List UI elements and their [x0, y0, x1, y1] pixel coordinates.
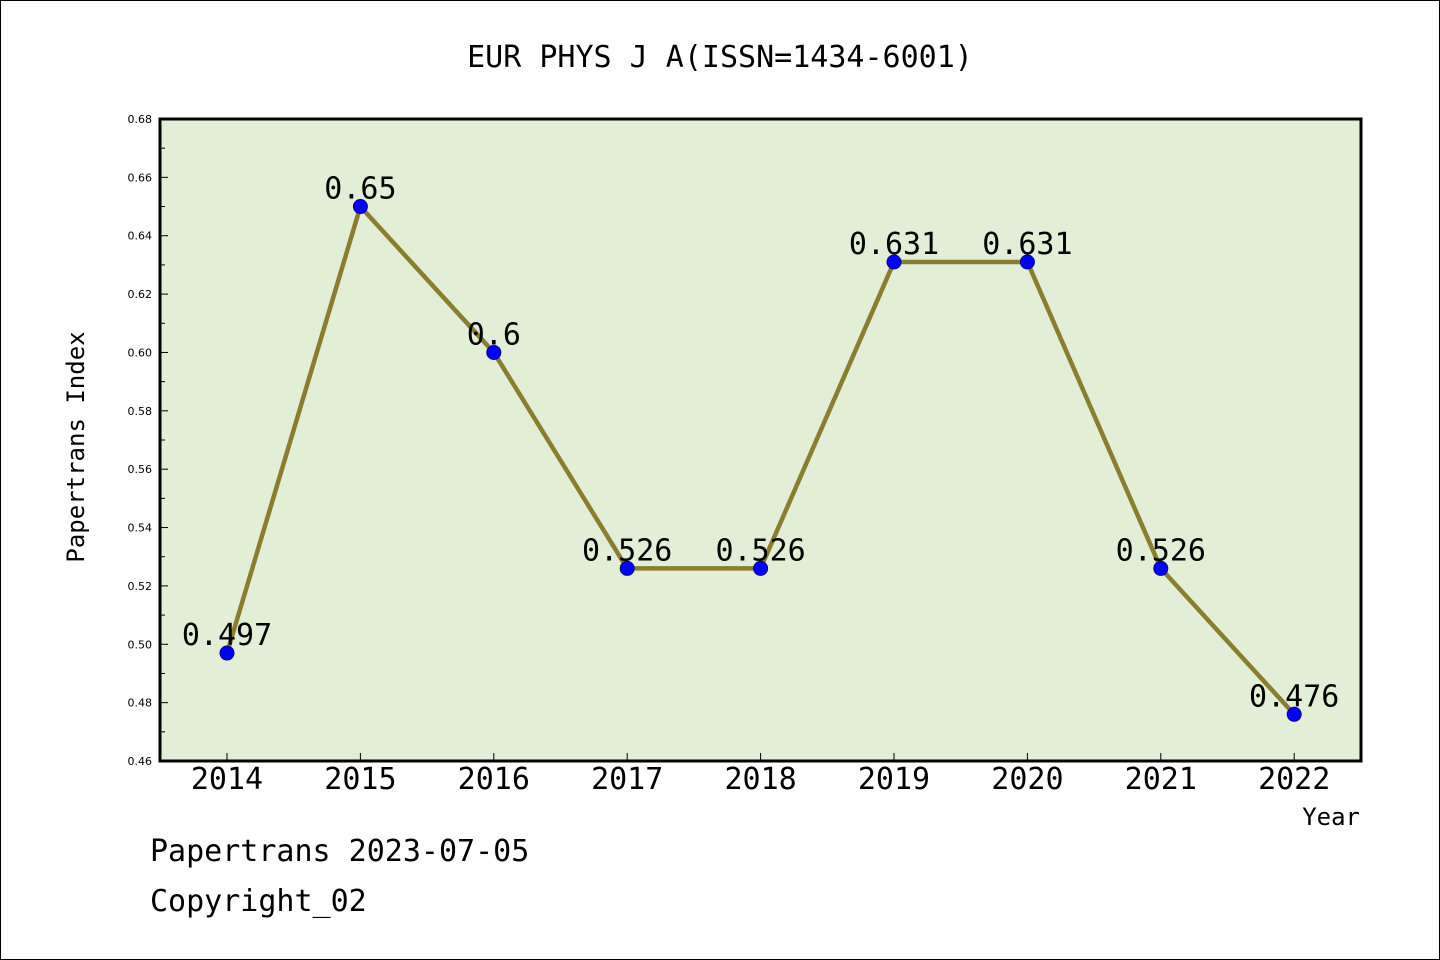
data-label: 0.65 [324, 172, 396, 207]
y-tick-label: 0.64 [128, 230, 153, 243]
chart-title: EUR PHYS J A(ISSN=1434-6001) [467, 40, 973, 75]
y-tick-label: 0.68 [128, 113, 153, 126]
y-tick-label: 0.48 [128, 697, 153, 710]
data-label: 0.476 [1249, 679, 1339, 714]
data-label: 0.526 [1116, 533, 1206, 568]
data-point [352, 199, 368, 215]
y-tick-label: 0.50 [128, 638, 153, 651]
y-tick-label: 0.60 [128, 346, 153, 359]
x-tick-label: 2019 [858, 762, 930, 797]
data-label: 0.497 [182, 618, 272, 653]
data-label: 0.631 [849, 227, 939, 262]
plot-background [160, 119, 1361, 761]
y-tick-label: 0.56 [128, 463, 153, 476]
y-tick-label: 0.62 [128, 288, 153, 301]
data-point [219, 645, 235, 661]
footer-copyright: Copyright_02 [150, 884, 367, 919]
data-point [753, 560, 769, 576]
x-tick-label: 2022 [1258, 762, 1330, 797]
plot-border [158, 117, 1363, 763]
data-label: 0.6 [467, 317, 521, 352]
data-point [1019, 254, 1035, 270]
y-tick-label: 0.66 [128, 171, 153, 184]
y-axis-label: Papertrans Index [62, 331, 90, 562]
footer-date: Papertrans 2023-07-05 [150, 834, 530, 869]
x-axis-label: Year [1302, 803, 1360, 831]
data-point [1286, 706, 1302, 722]
x-tick-label: 2021 [1125, 762, 1197, 797]
y-tick-label: 0.46 [128, 755, 153, 768]
y-tick-label: 0.52 [128, 580, 153, 593]
data-label: 0.526 [715, 533, 805, 568]
data-point [1153, 560, 1169, 576]
data-point [486, 344, 502, 360]
x-tick-label: 2017 [591, 762, 663, 797]
data-point [619, 560, 635, 576]
x-tick-label: 2014 [191, 762, 263, 797]
x-tick-label: 2015 [324, 762, 396, 797]
x-tick-label: 2020 [991, 762, 1063, 797]
data-label: 0.631 [982, 227, 1072, 262]
y-tick-label: 0.58 [128, 405, 153, 418]
data-point [886, 254, 902, 270]
y-tick-label: 0.54 [128, 522, 153, 535]
x-tick-label: 2018 [724, 762, 796, 797]
data-label: 0.526 [582, 533, 672, 568]
x-tick-label: 2016 [458, 762, 530, 797]
